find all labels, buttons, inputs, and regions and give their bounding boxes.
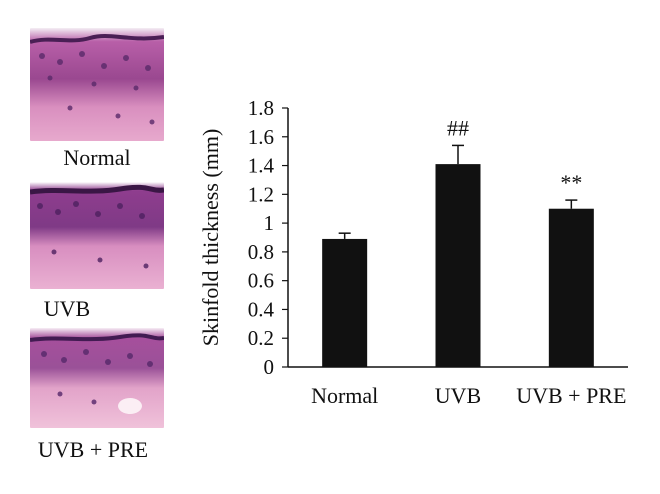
histology-image-uvb bbox=[30, 182, 164, 289]
histology-label-normal: Normal bbox=[63, 145, 131, 170]
y-tick-label: 1.4 bbox=[248, 154, 275, 178]
x-tick-label: UVB + PRE bbox=[516, 383, 626, 408]
y-tick-label: 0.6 bbox=[248, 269, 274, 293]
y-tick-label: 1.8 bbox=[248, 96, 274, 120]
histology-label-uvb: UVB bbox=[43, 296, 91, 321]
x-tick-label: UVB bbox=[435, 383, 481, 408]
y-tick-label: 0.8 bbox=[248, 240, 274, 264]
y-tick-label: 1.6 bbox=[248, 125, 274, 149]
significance-marker: ** bbox=[560, 170, 582, 195]
y-tick-label: 0 bbox=[264, 355, 275, 379]
y-tick-label: 0.2 bbox=[248, 326, 274, 350]
histology-label-uvb-pre: UVB + PRE bbox=[37, 437, 149, 462]
y-tick-label: 1.2 bbox=[248, 182, 274, 206]
bar-chart: 0 0.2 0.4 0.6 0.8 1 1.2 1.4 1.6 1.8 Skinfold thick… bbox=[198, 96, 628, 408]
bar bbox=[322, 238, 368, 367]
x-tick-label: Normal bbox=[311, 383, 378, 408]
y-tick-label: 1 bbox=[264, 211, 275, 235]
bar bbox=[435, 164, 481, 367]
histology-image-uvb-pre bbox=[30, 328, 164, 428]
significance-marker: ## bbox=[447, 115, 469, 140]
histology-image-normal bbox=[30, 28, 164, 141]
y-axis-label: Skinfold thickness (mm) bbox=[198, 129, 223, 347]
bar bbox=[548, 208, 594, 367]
y-tick-label: 0.4 bbox=[248, 297, 275, 321]
